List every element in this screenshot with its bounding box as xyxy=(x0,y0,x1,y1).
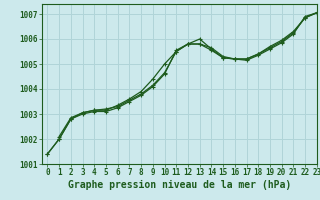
X-axis label: Graphe pression niveau de la mer (hPa): Graphe pression niveau de la mer (hPa) xyxy=(68,180,291,190)
